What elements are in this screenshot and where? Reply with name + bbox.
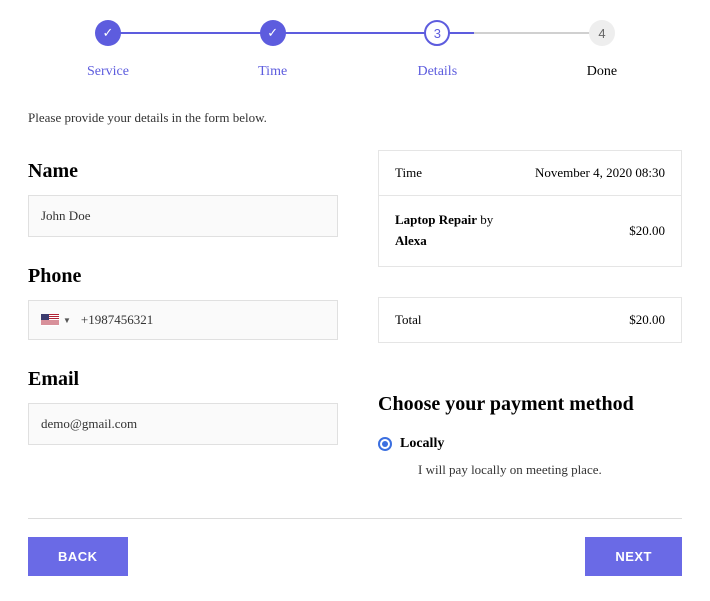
payment-option-locally[interactable]: Locally <box>378 436 682 452</box>
order-summary: Time November 4, 2020 08:30 Laptop Repai… <box>378 150 682 267</box>
name-input[interactable] <box>28 195 338 237</box>
phone-input[interactable] <box>79 311 325 329</box>
total-row: Total $20.00 <box>378 297 682 343</box>
summary-service-row: Laptop Repair by Alexa $20.00 <box>379 196 681 266</box>
stepper: ✓ Service ✓ Time 3 Details 4 Done <box>78 20 632 80</box>
instruction-text: Please provide your details in the form … <box>28 110 682 126</box>
check-icon: ✓ <box>95 20 121 46</box>
name-label: Name <box>28 160 338 183</box>
step-time[interactable]: ✓ Time <box>243 20 303 80</box>
details-form: Name Phone ▼ Email <box>28 150 338 478</box>
radio-icon <box>378 437 392 451</box>
footer-buttons: BACK NEXT <box>28 537 682 576</box>
step-number: 3 <box>424 20 450 46</box>
email-label: Email <box>28 368 338 391</box>
step-done: 4 Done <box>572 20 632 80</box>
step-details[interactable]: 3 Details <box>407 20 467 80</box>
step-label: Details <box>407 64 467 80</box>
step-number: 4 <box>589 20 615 46</box>
total-value: $20.00 <box>629 312 665 328</box>
step-label: Service <box>78 64 138 80</box>
service-price: $20.00 <box>629 223 665 239</box>
chevron-down-icon[interactable]: ▼ <box>63 316 71 325</box>
step-service[interactable]: ✓ Service <box>78 20 138 80</box>
back-button[interactable]: BACK <box>28 537 128 576</box>
by-word: by <box>480 212 493 227</box>
summary-time-value: November 4, 2020 08:30 <box>535 165 665 181</box>
payment-option-desc: I will pay locally on meeting place. <box>418 462 682 478</box>
provider-name: Alexa <box>395 233 427 248</box>
phone-input-wrap: ▼ <box>28 300 338 340</box>
summary-service: Laptop Repair by Alexa <box>395 210 493 252</box>
payment-option-label: Locally <box>400 436 444 452</box>
phone-label: Phone <box>28 265 338 288</box>
email-input[interactable] <box>28 403 338 445</box>
divider <box>28 518 682 519</box>
payment-heading: Choose your payment method <box>378 393 682 416</box>
step-label: Time <box>243 64 303 80</box>
check-icon: ✓ <box>260 20 286 46</box>
next-button[interactable]: NEXT <box>585 537 682 576</box>
service-name: Laptop Repair <box>395 212 477 227</box>
total-label: Total <box>395 312 422 328</box>
summary-time-label: Time <box>395 165 422 181</box>
step-label: Done <box>572 64 632 80</box>
us-flag-icon[interactable] <box>41 314 59 326</box>
summary-time-row: Time November 4, 2020 08:30 <box>379 151 681 196</box>
